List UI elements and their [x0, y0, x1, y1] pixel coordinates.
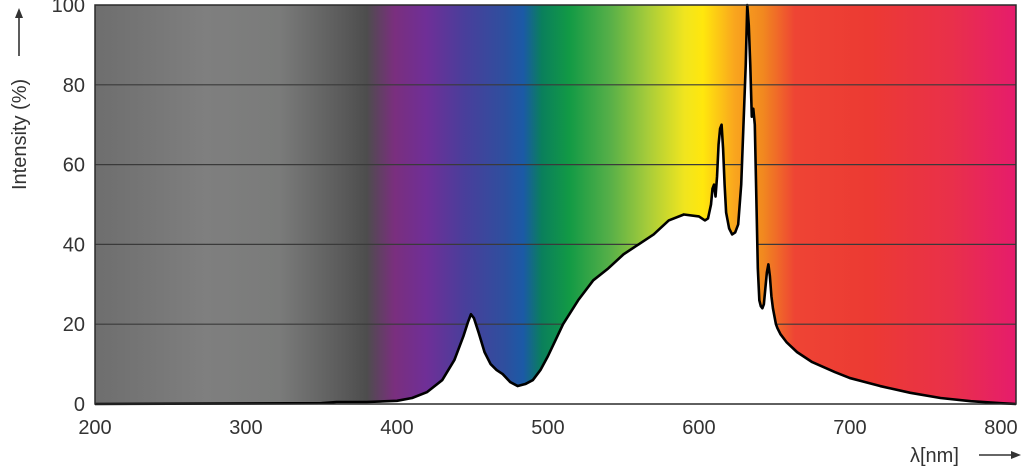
x-axis-ticks: 200 300 400 500 600 700 800 — [78, 417, 1017, 439]
x-tick-label: 400 — [380, 417, 413, 439]
plot-area — [94, 3, 1017, 406]
y-axis-ticks: 0 20 40 60 80 100 — [52, 0, 85, 416]
y-axis-arrow-icon — [15, 8, 23, 56]
y-tick-label: 60 — [63, 155, 85, 177]
x-tick-label: 300 — [229, 417, 262, 439]
intensity-line — [94, 3, 1017, 406]
x-axis-title-group: λ[nm] — [910, 445, 1021, 467]
y-axis-title: Intensity (%) — [9, 79, 31, 190]
x-tick-label: 600 — [682, 417, 715, 439]
y-axis-title-group: Intensity (%) — [9, 8, 31, 190]
y-tick-label: 80 — [63, 75, 85, 97]
x-axis-arrow-icon — [979, 451, 1021, 459]
x-tick-label: 500 — [531, 417, 564, 439]
grid-lines — [95, 84, 1016, 325]
x-tick-label: 800 — [984, 417, 1017, 439]
x-tick-label: 200 — [78, 417, 111, 439]
plot-frame — [94, 4, 1017, 405]
y-tick-label: 40 — [63, 234, 85, 256]
y-tick-label: 0 — [74, 394, 85, 416]
x-axis-title: λ[nm] — [910, 445, 959, 467]
y-tick-label: 100 — [52, 0, 85, 17]
y-tick-label: 20 — [63, 314, 85, 336]
x-tick-label: 700 — [833, 417, 866, 439]
